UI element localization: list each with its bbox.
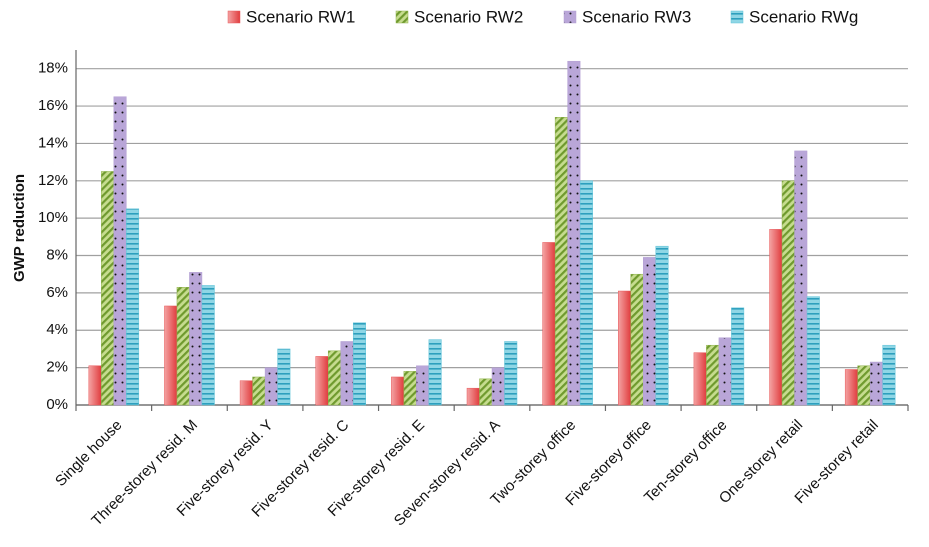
bar [542,242,556,406]
x-tick-label: Single house [52,417,125,490]
bar [630,273,644,406]
bar [869,361,883,406]
y-axis-label: GWP reduction [11,174,28,282]
bar [579,180,593,406]
bar [769,229,783,406]
bar [466,387,480,406]
bar [277,348,291,406]
bar [479,378,493,406]
bar [655,245,669,406]
legend-swatch [563,10,577,24]
bar [164,305,178,406]
bar [857,365,871,406]
bar [491,367,505,406]
bar [781,180,795,406]
legend-label: Scenario RW1 [246,7,355,26]
y-tick-label: 12% [38,172,68,189]
legend-label: Scenario RWg [749,7,858,26]
bar [391,376,405,406]
bar [113,96,127,406]
bar [201,285,215,406]
bar [428,339,442,406]
bar [567,60,581,406]
legend-label: Scenario RW2 [414,7,523,26]
bar [806,296,820,406]
bar [794,150,808,406]
bar [239,380,253,406]
bar [126,208,140,406]
y-tick-label: 0% [46,396,68,413]
y-tick-label: 18% [38,60,68,77]
y-tick-label: 8% [46,246,68,263]
bar [189,272,203,406]
bar [315,356,329,406]
bar [718,337,732,406]
bar [693,352,707,406]
bar [504,341,518,406]
bar [554,117,568,406]
bar [618,290,632,406]
x-tick-label: Five-storey retail [791,417,881,507]
legend-swatch [227,10,241,24]
bar [643,257,657,406]
bar [252,376,266,406]
bar [352,322,366,406]
bar [731,307,745,406]
legend-label: Scenario RW3 [582,7,691,26]
bar [403,371,417,406]
bar [416,365,430,406]
bar [340,341,354,406]
legend-swatch [395,10,409,24]
legend-swatch [730,10,744,24]
y-tick-label: 10% [38,209,68,226]
y-tick-label: 2% [46,359,68,376]
bar [706,344,720,406]
bar [101,171,115,406]
y-tick-label: 6% [46,284,68,301]
y-tick-label: 14% [38,134,68,151]
bar [88,365,102,406]
bar [264,367,278,406]
y-tick-label: 4% [46,321,68,338]
bar [882,344,896,406]
bar [327,350,341,406]
bar [176,287,190,406]
y-tick-label: 16% [38,97,68,114]
bar [844,369,858,406]
